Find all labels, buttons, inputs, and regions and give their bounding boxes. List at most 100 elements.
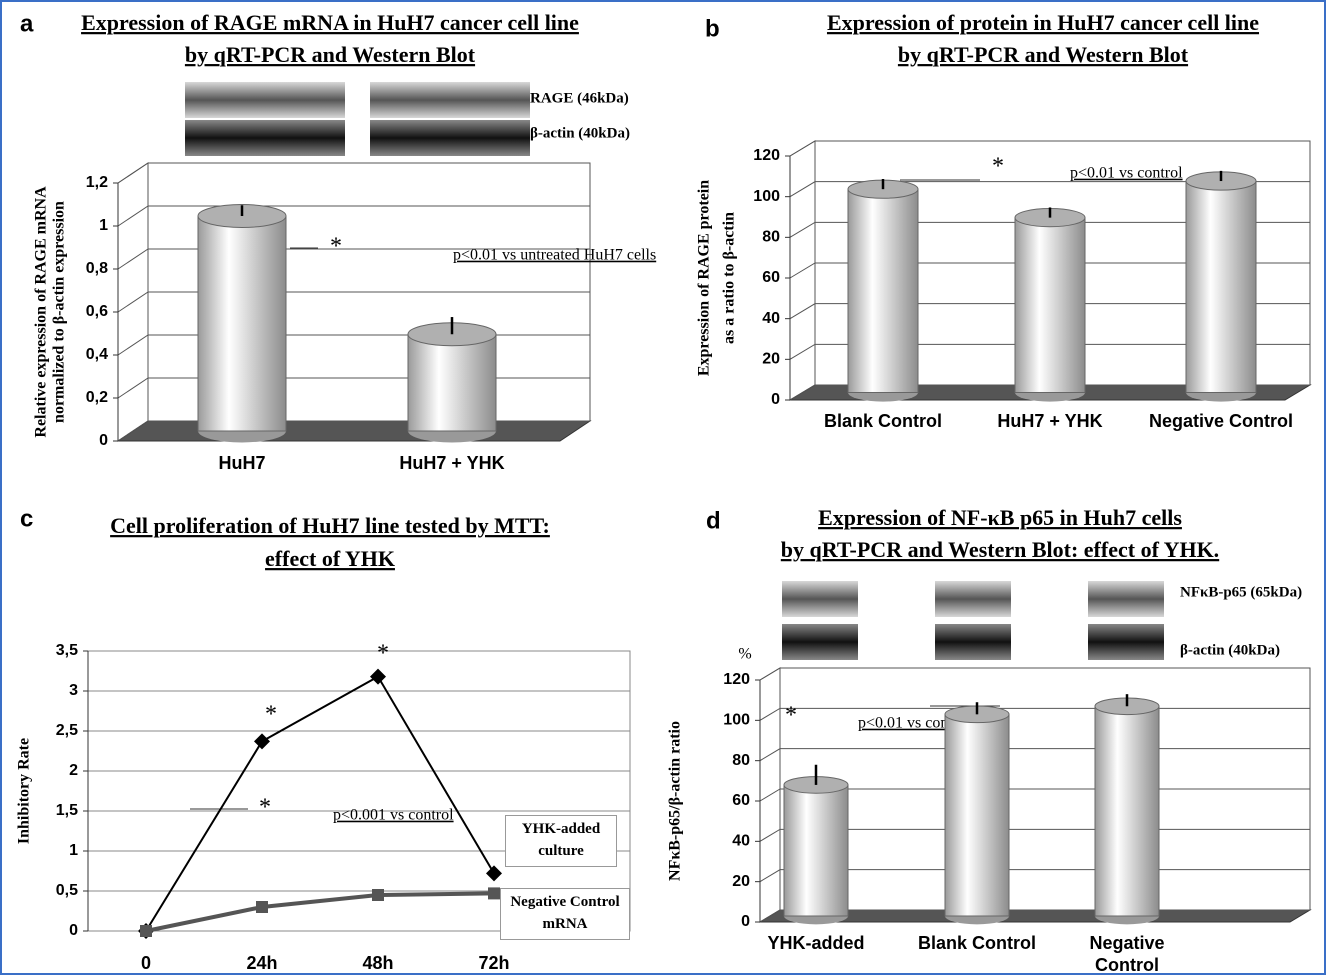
x-tick-label-box: Negative Control <box>1146 410 1296 460</box>
chart-title: Cell proliferation of HuH7 line tested b… <box>110 513 550 538</box>
y-tick-label: 120 <box>753 147 780 164</box>
bar <box>1095 706 1159 916</box>
y-tick-label: 100 <box>723 712 750 729</box>
y-axis-label: Relative expression of RAGE mRNA <box>33 186 50 438</box>
annotation: p<0.01 vs untreated HuH7 cells <box>453 247 656 264</box>
y-tick-label: 0 <box>741 913 750 930</box>
x-tick-label: Negative Control <box>1146 410 1296 432</box>
blot-band <box>935 581 1011 617</box>
y-tick-label: 0,6 <box>86 303 108 320</box>
x-tick-label: HuH7 <box>157 452 327 474</box>
y-tick-label: 2,5 <box>56 722 78 739</box>
x-tick-label: Negative Control <box>1067 932 1187 975</box>
blot-label: NFκB-p65 (65kDa) <box>1180 584 1302 600</box>
y-tick-label: 60 <box>762 269 780 286</box>
annotation: * <box>265 702 277 728</box>
x-tick-label-box: Negative Control <box>1067 932 1187 975</box>
blot-band <box>935 624 1011 660</box>
chart-title: Expression of protein in HuH7 cancer cel… <box>827 10 1259 35</box>
x-tick-label: 24h <box>217 952 307 974</box>
y-tick-label: 40 <box>732 833 750 850</box>
y-tick-label: 0,2 <box>86 389 108 406</box>
bar <box>945 714 1009 916</box>
x-tick-label: HuH7 + YHK <box>975 410 1125 432</box>
x-tick-label: Blank Control <box>917 932 1037 954</box>
y-tick-label: 1,5 <box>56 802 78 819</box>
y-tick-label: 40 <box>762 310 780 327</box>
legend-entry: Negative Control mRNA <box>500 888 630 940</box>
bar <box>1015 218 1085 393</box>
y-axis-label: Inhibitory Rate <box>16 738 33 844</box>
y-tick-label: 3 <box>69 682 78 699</box>
x-tick-label: 72h <box>449 952 539 974</box>
y-axis-label: NFκB-p65/β-actin ratio <box>667 721 684 881</box>
y-tick-label: 0 <box>771 391 780 408</box>
blot-band <box>370 82 530 118</box>
annotation: * <box>259 795 271 821</box>
legend-entry-box: YHK-added culture <box>505 815 617 867</box>
bar <box>848 189 918 392</box>
chart-title: by qRT-PCR and Western Blot <box>185 42 476 67</box>
y-tick-label: 80 <box>762 229 780 246</box>
annotation: p<0.001 vs control <box>333 807 454 824</box>
chart-title: by qRT-PCR and Western Blot <box>898 42 1189 67</box>
y-axis-label: as a ratio to β-actin <box>721 212 738 344</box>
point-marker <box>488 887 500 899</box>
x-tick-label-box: YHK-added <box>756 932 876 975</box>
blot-band <box>185 120 345 156</box>
bar <box>1186 181 1256 392</box>
x-tick-label: YHK-added <box>756 932 876 954</box>
x-tick-label: 48h <box>333 952 423 974</box>
annotation: * <box>785 703 797 729</box>
bar <box>784 785 848 916</box>
blot-band <box>1088 581 1164 617</box>
unit-label: % <box>738 646 751 663</box>
annotation: p<0.01 vs control <box>1070 165 1183 182</box>
x-tick-label-box: 0 <box>101 952 191 975</box>
x-tick-label-box: 48h <box>333 952 423 975</box>
blot-band <box>782 624 858 660</box>
x-tick-label: Blank Control <box>808 410 958 432</box>
blot-band <box>1088 624 1164 660</box>
legend-entry: YHK-added culture <box>505 815 617 867</box>
point-marker <box>140 925 152 937</box>
panel-letter: b <box>705 15 720 42</box>
x-tick-label-box: 24h <box>217 952 307 975</box>
y-tick-label: 0 <box>99 432 108 449</box>
chart-title: by qRT-PCR and Western Blot: effect of Y… <box>781 537 1219 562</box>
blot-band <box>185 82 345 118</box>
y-tick-label: 100 <box>753 188 780 205</box>
y-tick-label: 1 <box>99 217 108 234</box>
x-tick-label-box: Blank Control <box>917 932 1037 975</box>
blot-label: β-actin (40kDa) <box>1180 642 1280 658</box>
bar <box>198 216 286 431</box>
blot-band <box>370 120 530 156</box>
y-tick-label: 1 <box>69 842 78 859</box>
y-tick-label: 20 <box>762 351 780 368</box>
x-tick-label-box: HuH7 + YHK <box>367 452 537 502</box>
blot-label: β-actin (40kDa) <box>530 125 630 141</box>
x-tick-label: 0 <box>101 952 191 974</box>
floor <box>118 421 590 441</box>
y-tick-label: 1,2 <box>86 174 108 191</box>
y-tick-label: 2 <box>69 762 78 779</box>
y-tick-label: 80 <box>732 752 750 769</box>
annotation: * <box>330 234 342 260</box>
annotation: * <box>992 154 1004 180</box>
panel-letter: d <box>706 507 721 534</box>
y-tick-label: 3,5 <box>56 642 78 659</box>
y-tick-label: 0 <box>69 922 78 939</box>
panel-letter: a <box>20 10 34 37</box>
bar <box>408 334 496 431</box>
chart-title: Expression of RAGE mRNA in HuH7 cancer c… <box>81 10 579 35</box>
x-tick-label-box: HuH7 + YHK <box>975 410 1125 460</box>
y-axis-label: Expression of RAGE protein <box>696 180 713 376</box>
y-tick-label: 120 <box>723 671 750 688</box>
y-axis-label: normalized to β-actin expression <box>51 201 68 423</box>
y-tick-label: 20 <box>732 873 750 890</box>
x-tick-label-box: HuH7 <box>157 452 327 502</box>
figure: a Expression of RAGE mRNA in HuH7 cancer … <box>0 0 1326 975</box>
blot-band <box>782 581 858 617</box>
chart-title: Expression of NF-κB p65 in Huh7 cells <box>818 505 1182 530</box>
y-tick-label: 0,5 <box>56 882 78 899</box>
